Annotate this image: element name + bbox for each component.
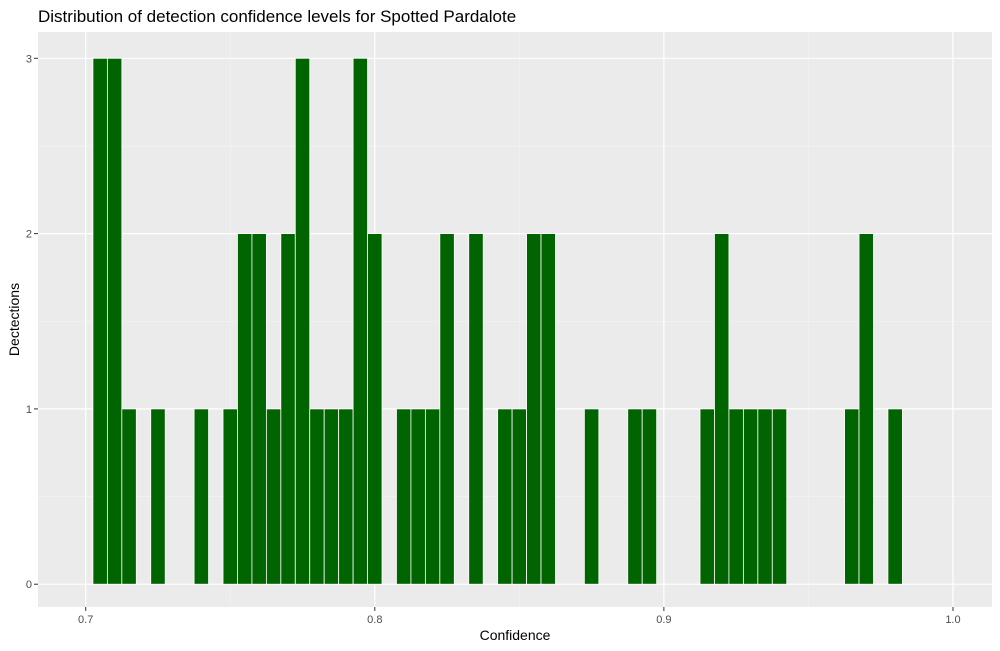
- histogram-bar: [468, 233, 484, 585]
- y-tick-label: 2: [26, 229, 32, 241]
- histogram-bar: [771, 408, 788, 585]
- histogram-bar: [396, 408, 412, 585]
- histogram-bar: [150, 408, 166, 585]
- y-tick-label: 1: [26, 404, 32, 416]
- histogram-bar: [627, 408, 643, 585]
- histogram-bar: [352, 57, 368, 585]
- histogram-bar: [728, 408, 744, 585]
- histogram-bar: [699, 408, 715, 585]
- histogram-bar: [338, 408, 354, 585]
- x-tick-label: 0.7: [78, 614, 93, 626]
- histogram-bar: [280, 233, 296, 585]
- histogram-bar: [251, 233, 267, 585]
- histogram-bar: [757, 408, 773, 585]
- histogram-bar: [309, 408, 325, 585]
- y-axis: 0 1 2 3: [26, 53, 38, 591]
- y-axis-title: Dectections: [6, 283, 22, 356]
- x-tick-label: 1.0: [945, 614, 960, 626]
- chart-title: Distribution of detection confidence lev…: [38, 7, 516, 26]
- histogram-bar: [742, 408, 759, 585]
- x-axis-title: Confidence: [480, 627, 551, 643]
- histogram-bar: [193, 408, 209, 585]
- x-axis: 0.7 0.8 0.9 1.0: [78, 607, 961, 626]
- histogram-bar: [367, 233, 383, 585]
- x-tick-label: 0.8: [367, 614, 382, 626]
- y-tick-label: 0: [26, 579, 32, 591]
- histogram-bar: [497, 408, 513, 585]
- histogram-bar: [844, 408, 860, 585]
- histogram-bar: [265, 408, 282, 585]
- histogram-bar: [294, 57, 311, 585]
- histogram-bar: [424, 408, 441, 585]
- bars-layer: [92, 57, 903, 585]
- histogram-bar: [121, 408, 137, 585]
- histogram-bar: [540, 233, 556, 585]
- histogram-bar: [714, 233, 730, 585]
- histogram-bar: [222, 408, 238, 585]
- histogram-bar: [887, 408, 903, 585]
- x-tick-label: 0.9: [656, 614, 671, 626]
- y-tick-label: 3: [26, 53, 32, 65]
- histogram-bar: [323, 408, 340, 585]
- histogram-bar: [92, 57, 108, 585]
- histogram-bar: [641, 408, 658, 585]
- histogram-bar: [410, 408, 426, 585]
- histogram-bar: [526, 233, 542, 585]
- histogram-bar: [439, 233, 455, 585]
- histogram-bar: [511, 408, 527, 585]
- histogram-bar: [237, 233, 253, 585]
- histogram-bar: [583, 408, 600, 585]
- histogram-bar: [858, 233, 874, 585]
- histogram-bar: [106, 57, 123, 585]
